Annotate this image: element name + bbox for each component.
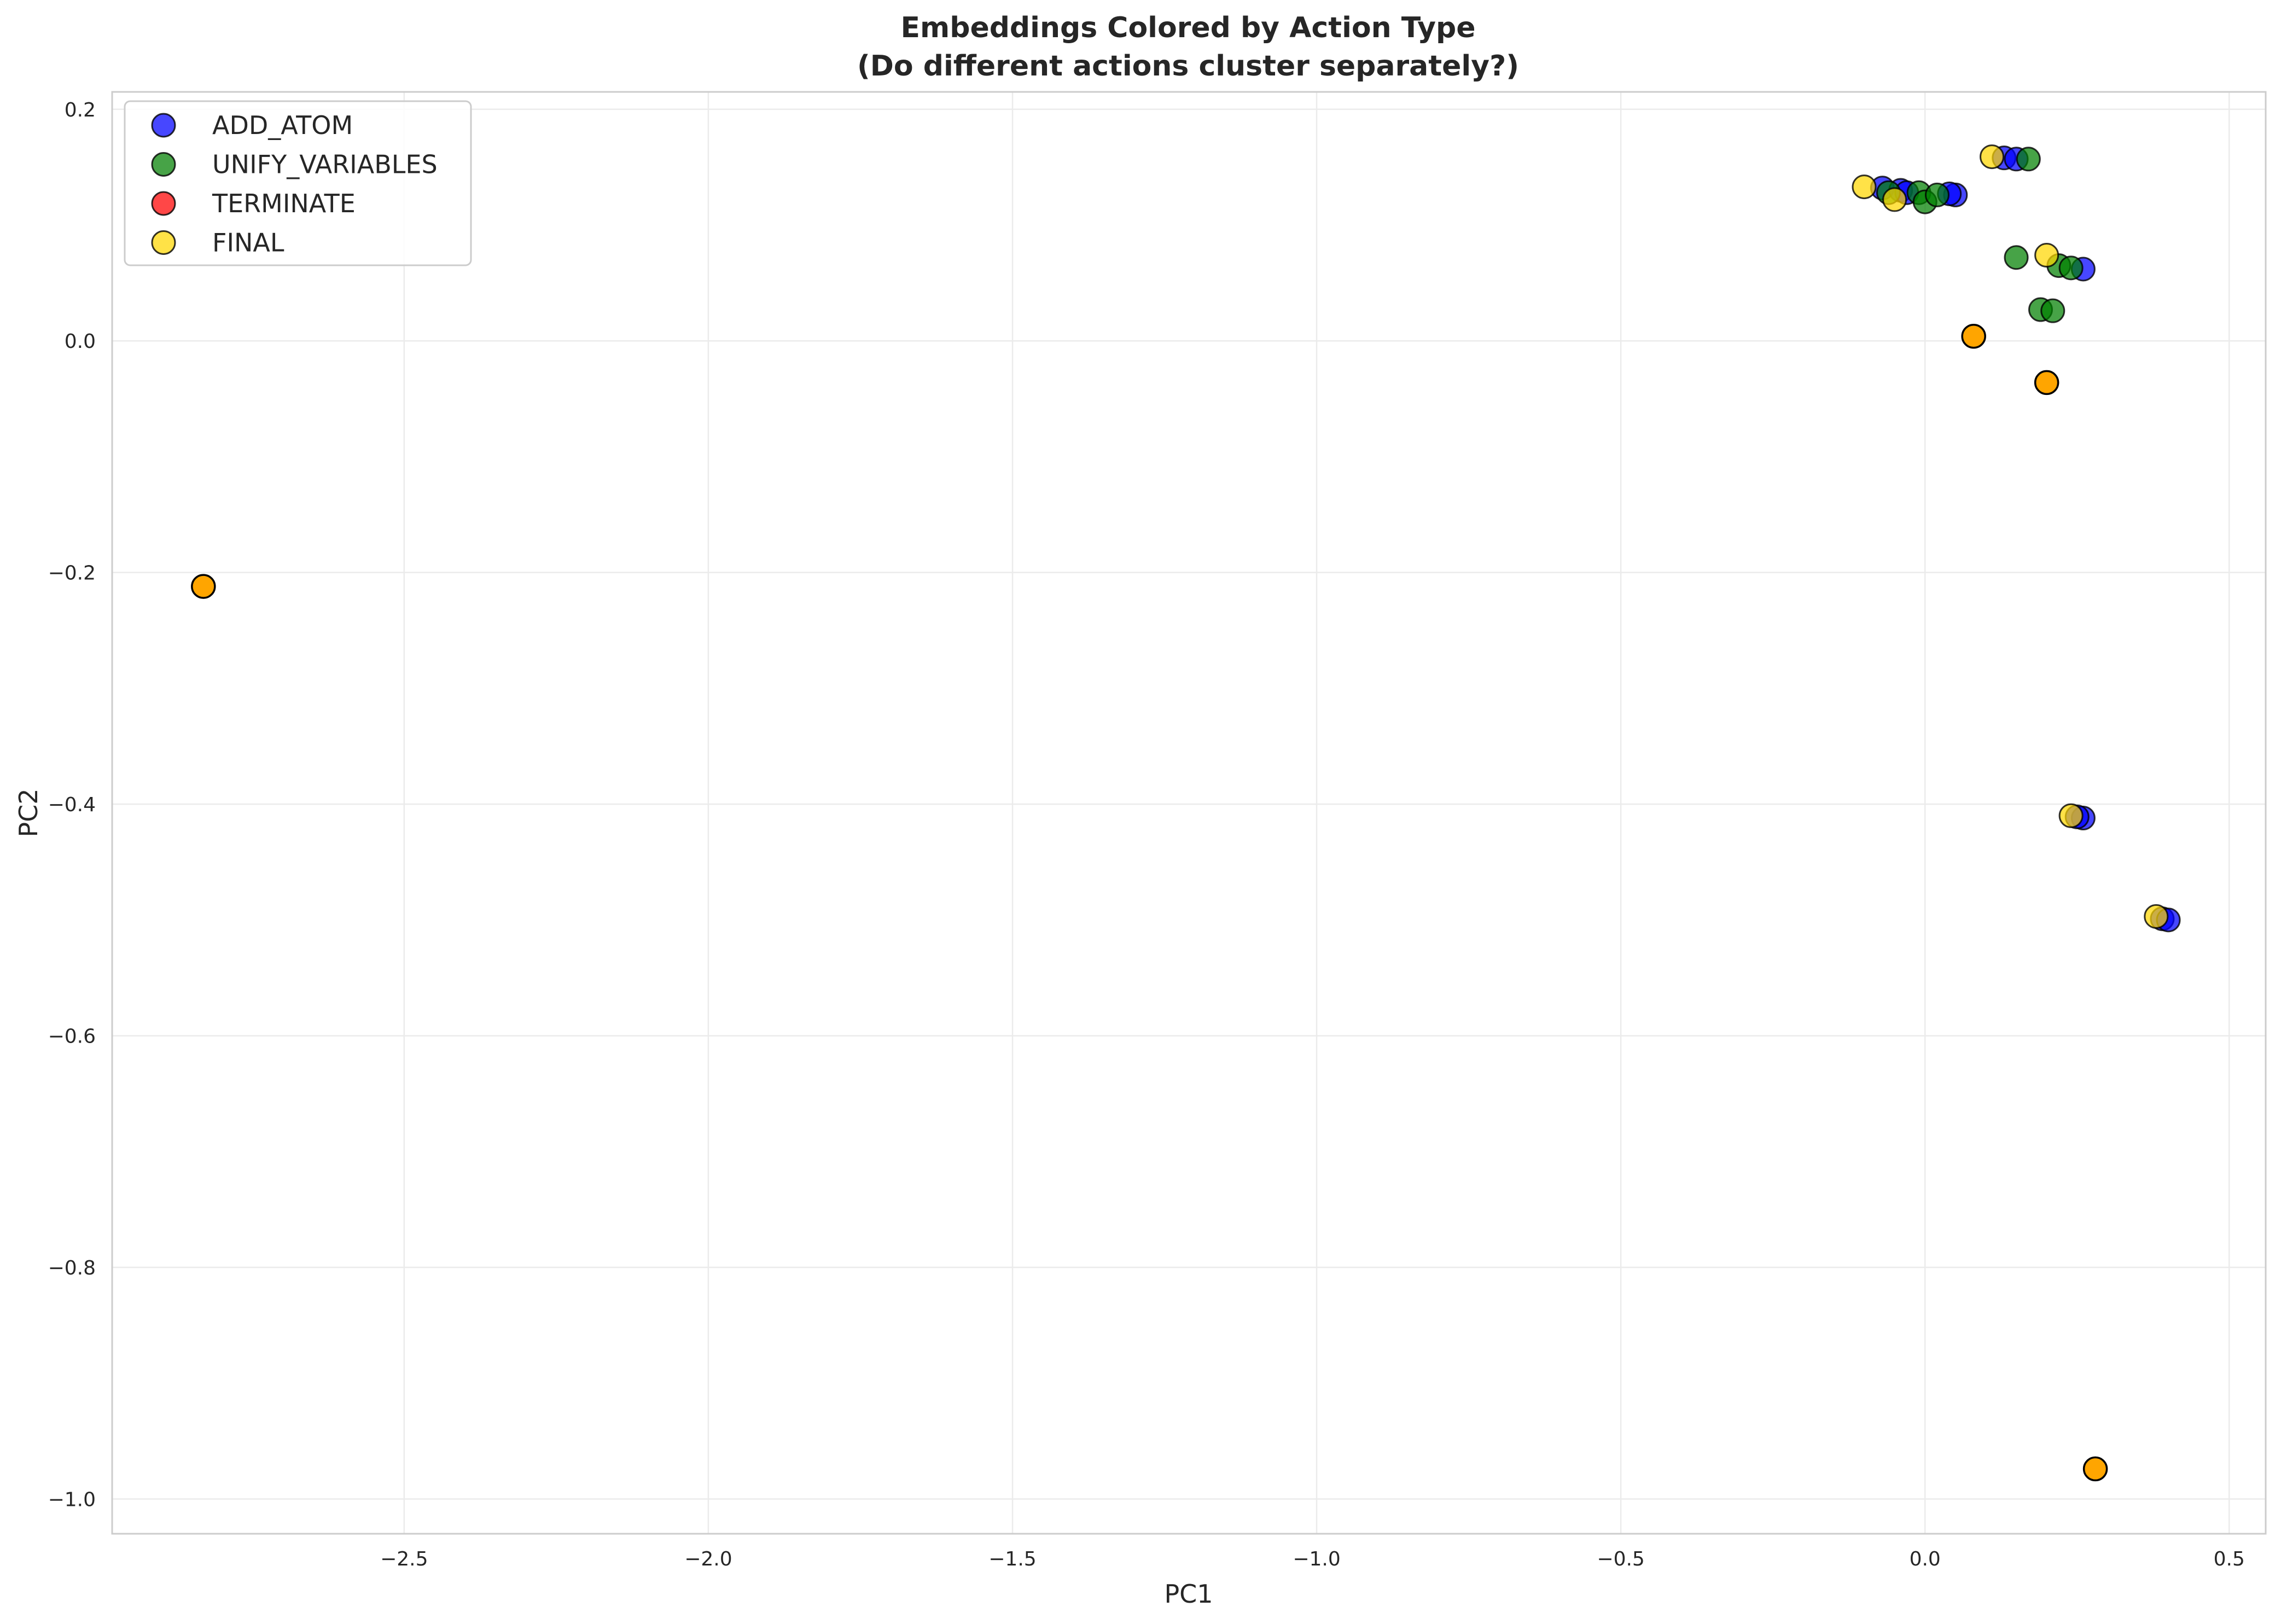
point-final (2034, 243, 2059, 268)
legend-marker (151, 113, 176, 138)
legend-marker (151, 152, 176, 177)
point-final (1980, 144, 2005, 170)
legend-label: ADD_ATOM (212, 110, 353, 140)
data-points (191, 144, 2181, 1482)
legend-label: FINAL (212, 228, 284, 258)
y-axis-label: PC2 (14, 788, 43, 837)
point-unlabeled (2082, 1456, 2108, 1482)
point-unlabeled (2034, 370, 2059, 395)
y-tick-label: −0.2 (48, 562, 96, 585)
y-tick-label: −0.4 (48, 794, 96, 816)
y-tick-label: −0.6 (48, 1026, 96, 1048)
legend-marker (151, 191, 176, 216)
point-final (1852, 174, 1877, 200)
y-tick-label: −1.0 (48, 1488, 96, 1511)
point-unlabeled (1961, 323, 1986, 349)
point-unify-variables (2040, 298, 2065, 323)
legend-marker (151, 230, 176, 255)
x-axis-label: PC1 (1164, 1579, 1213, 1609)
x-tick-label: −2.0 (684, 1548, 732, 1570)
x-tick-label: −0.5 (1597, 1548, 1644, 1570)
y-tick-label: 0.2 (65, 99, 96, 121)
x-tick-label: −1.0 (1293, 1548, 1340, 1570)
legend-box (124, 100, 472, 266)
x-tick-label: 0.0 (1910, 1548, 1941, 1570)
point-final (2058, 803, 2084, 828)
x-tick-label: −1.5 (988, 1548, 1036, 1570)
legend-label: TERMINATE (212, 189, 356, 218)
point-final (2144, 904, 2169, 929)
point-unify-variables (2004, 245, 2029, 270)
point-unify-variables (2058, 255, 2084, 281)
point-unify-variables (2016, 147, 2041, 172)
y-tick-label: −0.8 (48, 1257, 96, 1279)
x-tick-label: −2.5 (380, 1548, 428, 1570)
point-final (1882, 187, 1907, 212)
chart-subtitle: (Do different actions cluster separately… (857, 50, 1519, 83)
point-unify-variables (1924, 182, 1950, 207)
tick-labels: −2.5 −2.0 −1.5 −1.0 −0.5 0.0 0.5 0.2 0.0 −0.2 −0.4… (48, 99, 2245, 1570)
plot-area (111, 91, 2267, 1535)
chart-title: Embeddings Colored by Action Type (901, 11, 1476, 44)
legend-label: UNIFY_VARIABLES (212, 150, 438, 179)
legend: ADD_ATOM UNIFY_VARIABLES TERMINATE FINAL (124, 100, 472, 266)
point-unlabeled (191, 574, 216, 599)
x-tick-label: 0.5 (2214, 1548, 2245, 1570)
y-tick-label: 0.0 (65, 330, 96, 353)
